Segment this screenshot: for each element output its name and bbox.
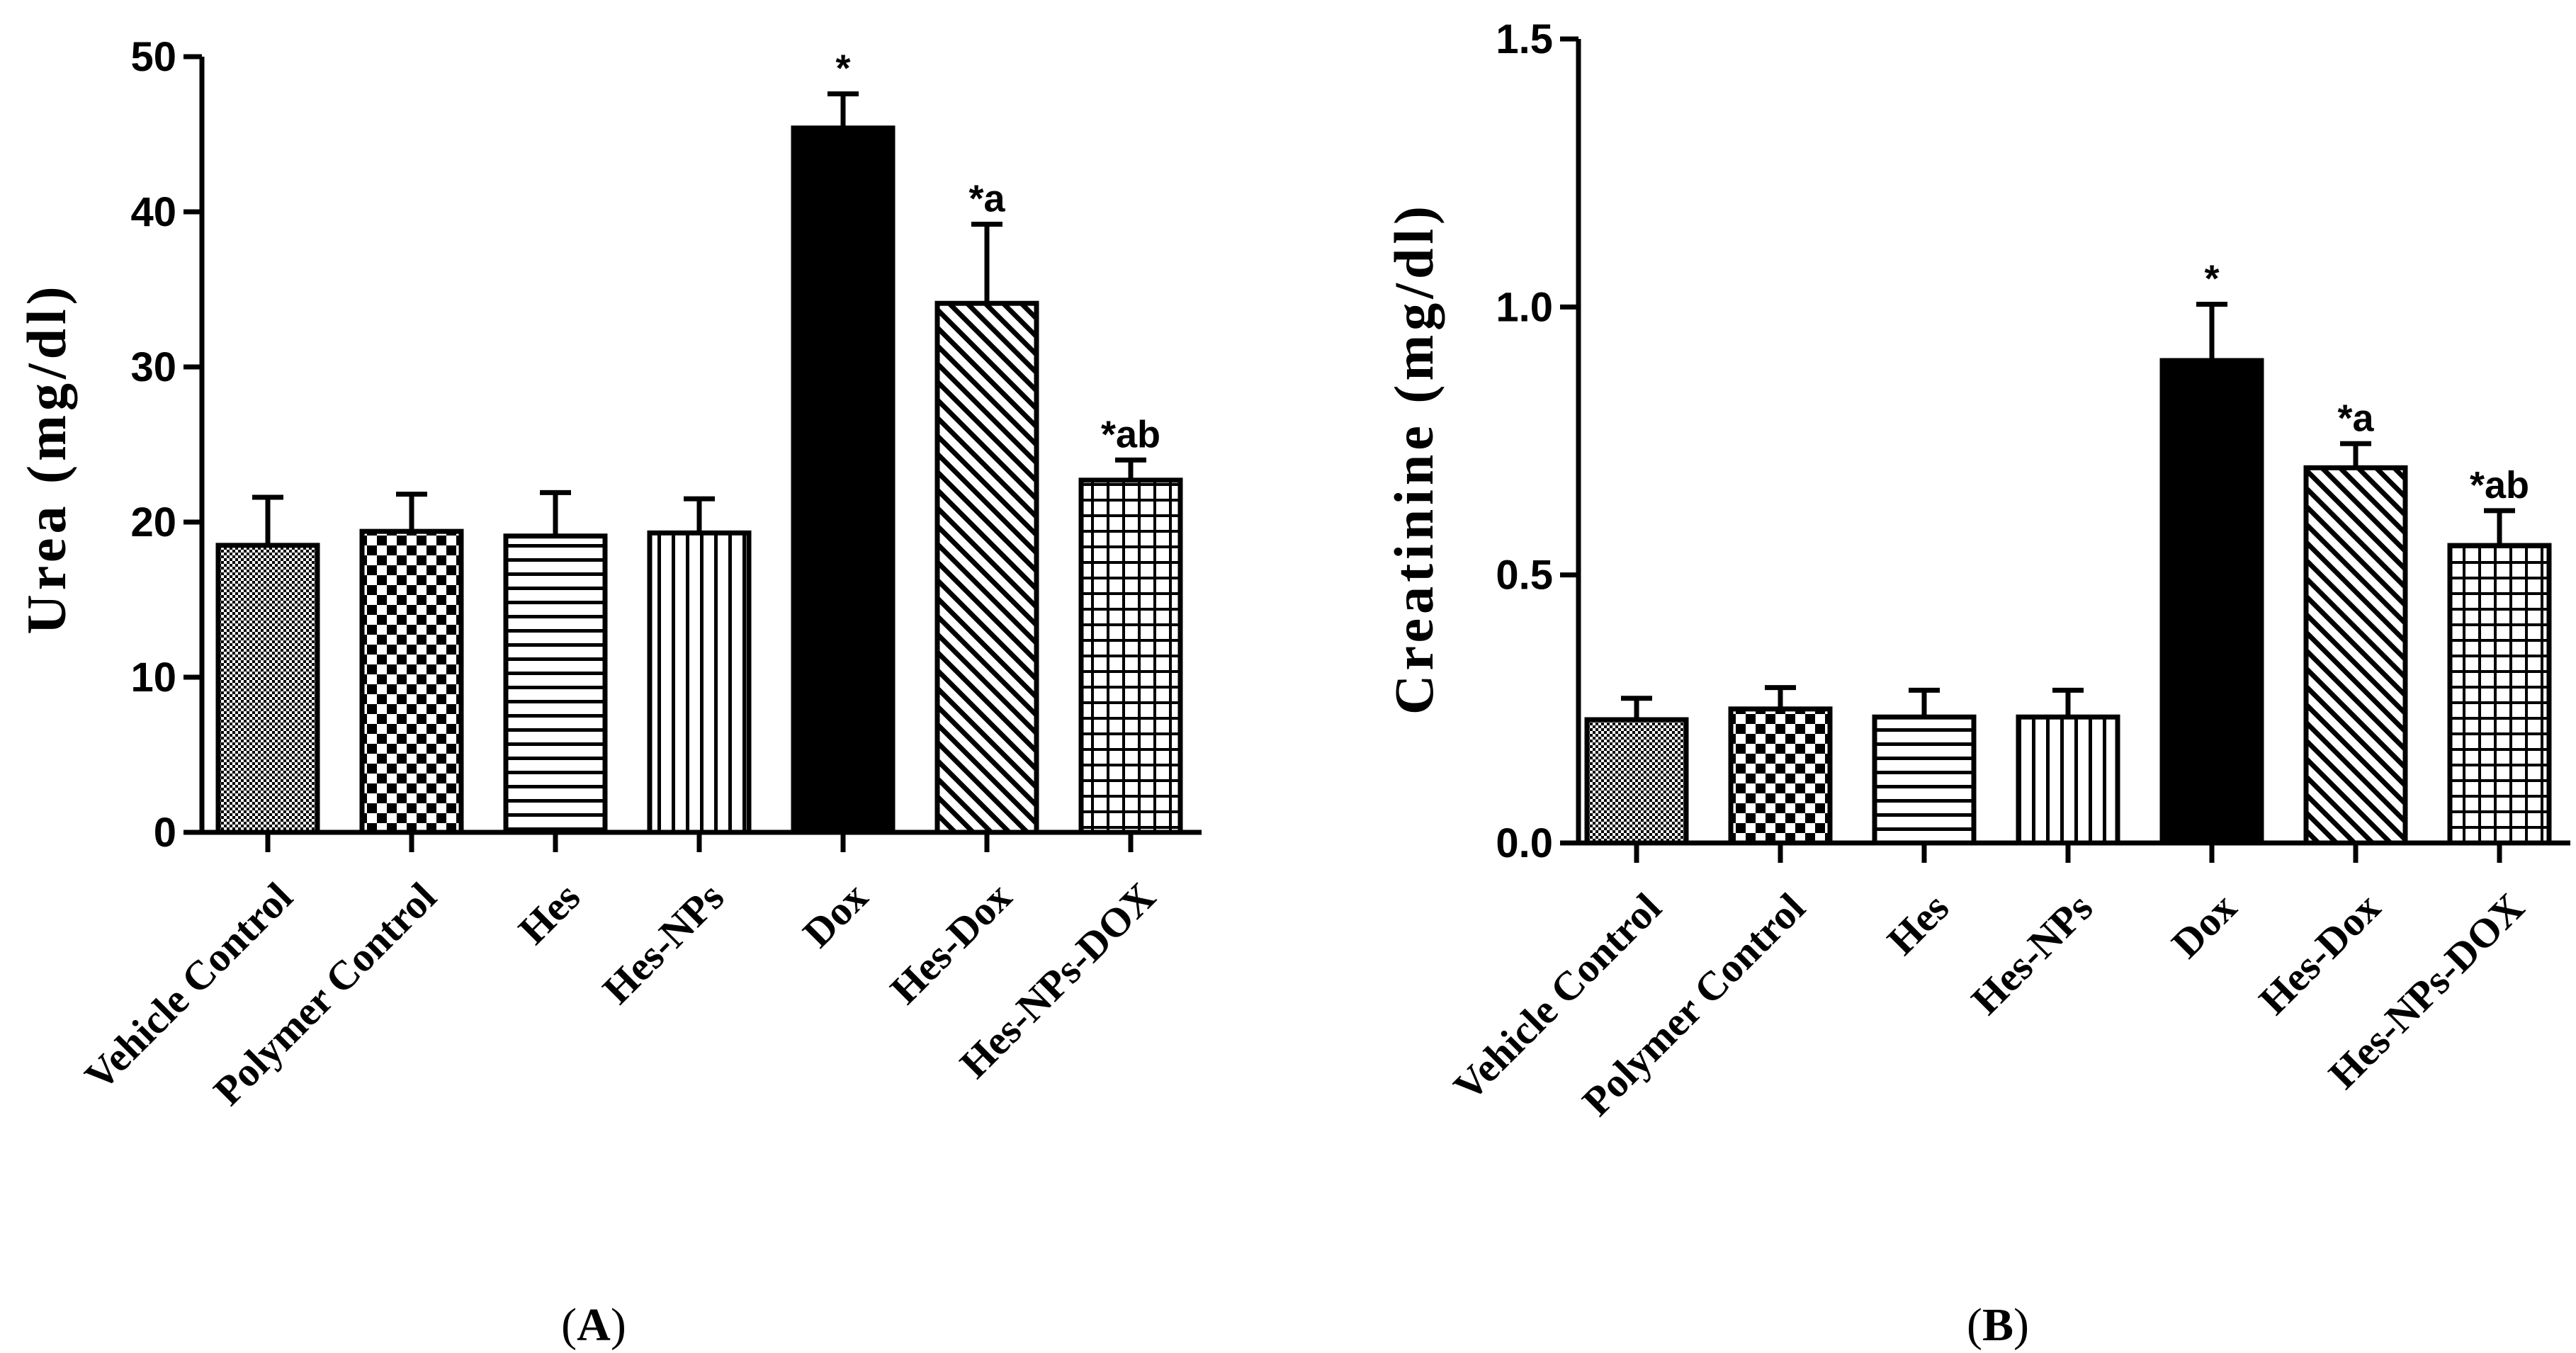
significance-label: *a [968,178,1005,220]
panel-a-y-axis-label: Urea (mg/dl) [16,282,77,634]
significance-label: * [2204,258,2219,300]
panel-b-letter: B [1982,1299,2013,1351]
significance-label: * [835,47,850,90]
panel-b-y-tick-label: 0.0 [1496,820,1553,866]
bar [2016,714,2120,846]
x-tick-label: Hes-Dox [881,873,1020,1012]
panel-a-label: (A) [561,1299,626,1351]
panel-b-y-tick-label: 1.0 [1496,284,1553,330]
panel-b-y-tick-label: 1.5 [1496,16,1553,62]
x-tick-label: Hes-NPs [1962,884,2101,1023]
bar [2159,358,2264,846]
panel-a-y-tick-label: 10 [130,655,176,701]
bar [934,300,1039,835]
bar [359,528,464,835]
panel-a-y-tick-label: 0 [154,810,176,856]
bar [647,530,752,835]
bar [1872,714,1977,846]
bar [1078,477,1183,835]
panel-a-y-tick-label: 30 [130,344,176,390]
x-tick-label: Hes [1878,884,1958,963]
bar [215,543,320,835]
bar [791,125,896,835]
significance-label: *ab [2470,464,2529,506]
panel-b-label: (B) [1967,1299,2029,1351]
bar [1584,717,1689,846]
x-tick-label: Hes-Dox [2250,884,2389,1023]
bar [503,533,608,835]
panel-b-y-tick-label: 0.5 [1496,553,1553,599]
significance-label: *a [2337,397,2374,439]
panel-a-y-tick-label: 20 [130,499,176,545]
significance-label: *ab [1101,413,1160,455]
x-tick-label: Dox [794,873,877,956]
bar [2303,465,2408,846]
panel-a-letter: A [577,1299,611,1351]
x-tick-label: Hes-NPs [594,873,733,1012]
x-tick-label: Dox [2163,884,2246,967]
bar [2447,543,2552,846]
panel-b-y-axis-label: Creatinine (mg/dl) [1383,202,1445,715]
x-tick-label: Hes [509,873,589,953]
panel-a-y-tick-label: 40 [130,189,176,235]
panel-a-y-tick-label: 50 [130,34,176,80]
bar [1728,706,1833,846]
